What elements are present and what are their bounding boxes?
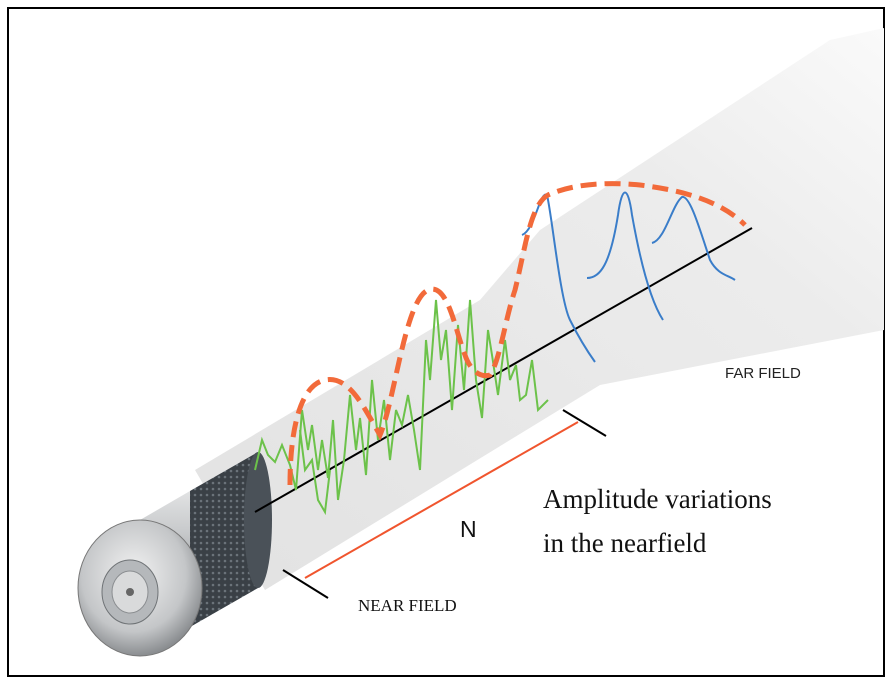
far-field-label: FAR FIELD <box>725 365 801 382</box>
near-field-signal <box>254 299 549 501</box>
beam-axis <box>254 227 753 513</box>
n-tick <box>282 569 329 599</box>
annotation-line: Amplitude variations <box>543 484 772 514</box>
transducer-ring <box>190 452 258 627</box>
envelope <box>287 181 747 486</box>
n-length <box>304 421 579 579</box>
far-field-peak <box>586 191 664 321</box>
near-field-label: NEAR FIELD <box>358 596 457 615</box>
n-tick <box>562 409 607 437</box>
far-field-peak <box>651 196 736 281</box>
far-field-peak <box>521 193 596 363</box>
near-field-signal <box>299 429 331 516</box>
connector-pin <box>126 588 134 596</box>
n-label: N <box>460 516 477 542</box>
transducer-back <box>244 452 272 588</box>
annotation-line: in the nearfield <box>543 528 707 558</box>
